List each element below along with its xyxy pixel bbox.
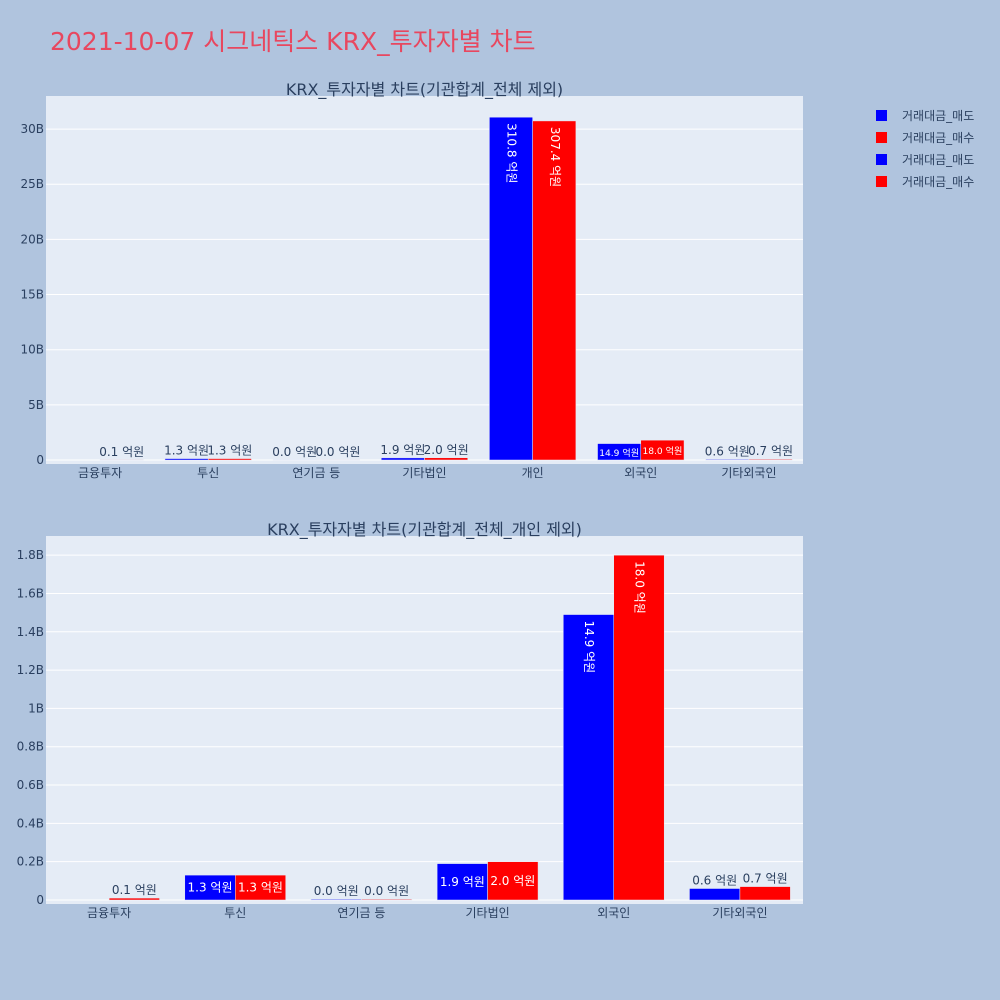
data-label: 0.0 억원 <box>364 884 409 898</box>
data-label: 0.1 억원 <box>99 445 144 459</box>
x-tick-label: 금융투자 <box>87 906 131 920</box>
legend-item-buy-2[interactable]: 거래대금_매수 <box>876 170 974 192</box>
legend-item-sell-2[interactable]: 거래대금_매도 <box>876 148 974 170</box>
data-label: 0.1 억원 <box>112 883 157 897</box>
y-tick-label: 0.6B <box>17 778 44 792</box>
bar-buy <box>235 874 286 901</box>
legend: 거래대금_매도 거래대금_매수 거래대금_매도 거래대금_매수 <box>876 104 974 192</box>
bar-buy <box>361 898 413 901</box>
data-label: 2.0 억원 <box>490 874 535 888</box>
data-label: 1.9 억원 <box>440 875 485 889</box>
legend-swatch-buy-2 <box>876 175 887 187</box>
plot-area <box>46 536 803 904</box>
bar-buy <box>108 897 160 901</box>
data-label: 0.7 억원 <box>743 872 788 886</box>
y-tick-label: 10B <box>20 343 44 357</box>
x-tick-label: 외국인 <box>624 466 657 480</box>
data-label: 307.4 억원 <box>548 127 562 187</box>
x-tick-label: 기타외국인 <box>721 466 776 480</box>
data-label: 0.6 억원 <box>692 874 737 888</box>
bar-sell <box>689 888 741 901</box>
bar-sell <box>489 116 533 461</box>
data-label: 18.0 억원 <box>632 561 646 614</box>
bar-sell <box>310 898 362 901</box>
legend-label-sell-1: 거래대금_매도 <box>902 108 975 123</box>
legend-swatch-sell-2 <box>876 153 887 165</box>
data-label: 0.0 억원 <box>315 445 360 459</box>
chart-2: 0 0.2B 0.4B 0.6B 0.8B 1B 1.2B 1.4B 1.6B 1.8B KRX_투… <box>17 520 803 920</box>
legend-swatch-buy-1 <box>876 131 887 143</box>
chart-title: KRX_투자자별 차트(기관합계_전체 제외) <box>286 80 563 100</box>
x-tick-label: 기타외국인 <box>712 906 767 920</box>
x-tick-label: 금융투자 <box>78 466 122 480</box>
legend-item-buy-1[interactable]: 거래대금_매수 <box>876 126 974 148</box>
bar-buy <box>207 458 252 461</box>
x-tick-label: 투신 <box>197 466 219 480</box>
y-tick-label: 1.4B <box>17 625 44 639</box>
data-label: 1.3 억원 <box>238 881 283 895</box>
y-tick-label: 0.2B <box>17 855 44 869</box>
data-label: 0.0 억원 <box>314 884 359 898</box>
bar-buy <box>487 861 539 901</box>
y-tick-label: 1.8B <box>17 548 44 562</box>
x-tick-label: 투신 <box>224 906 246 920</box>
legend-item-sell-1[interactable]: 거래대금_매도 <box>876 104 974 126</box>
y-tick-label: 5B <box>28 398 44 412</box>
data-label: 0.6 억원 <box>705 444 750 458</box>
legend-label-sell-2: 거래대금_매도 <box>902 152 975 167</box>
data-label: 1.3 억원 <box>188 881 233 895</box>
data-label: 1.3 억원 <box>164 444 209 458</box>
bar-buy <box>748 458 793 461</box>
y-tick-label: 20B <box>20 232 44 246</box>
bar-sell <box>563 614 614 901</box>
y-tick-label: 1.2B <box>17 663 44 677</box>
x-tick-label: 기타법인 <box>465 906 509 920</box>
data-label: 18.0 억원 <box>642 445 682 457</box>
data-label: 310.8 억원 <box>505 123 519 183</box>
bar-sell <box>164 458 209 461</box>
bar-sell <box>705 459 750 461</box>
x-tick-label: 외국인 <box>597 906 630 920</box>
data-label: 14.9 억원 <box>582 621 596 674</box>
page-title: 2021-10-07 시그네틱스 KRX_투자자별 차트 <box>50 27 536 56</box>
x-tick-label: 연기금 등 <box>337 906 385 920</box>
y-tick-label: 0 <box>36 893 44 907</box>
legend-label-buy-2: 거래대금_매수 <box>902 174 975 189</box>
chart-title: KRX_투자자별 차트(기관합계_전체_개인 제외) <box>267 520 582 540</box>
bar-buy <box>424 457 469 461</box>
data-label: 0.0 억원 <box>272 445 317 459</box>
legend-swatch-sell-1 <box>876 109 887 121</box>
data-label: 2.0 억원 <box>424 443 469 457</box>
bar-buy <box>739 886 791 901</box>
y-tick-label: 25B <box>20 177 44 191</box>
y-tick-label: 1B <box>28 701 44 715</box>
data-label: 1.3 억원 <box>207 444 252 458</box>
y-tick-label: 0 <box>36 453 44 467</box>
data-label: 1.9 억원 <box>380 443 425 457</box>
bar-buy <box>640 439 685 461</box>
x-tick-label: 기타법인 <box>402 466 446 480</box>
y-tick-label: 15B <box>20 288 44 302</box>
chart-1: 0 5B 10B 15B 20B 25B 30B KRX_투자자별 차트(기관합계_전체 제외… <box>20 80 803 480</box>
bar-sell <box>184 874 236 901</box>
data-label: 0.7 억원 <box>748 444 793 458</box>
data-label: 14.9 억원 <box>599 447 639 459</box>
y-tick-label: 0.8B <box>17 740 44 754</box>
bar-sell <box>380 457 425 461</box>
bar-buy <box>532 120 577 461</box>
legend-label-buy-1: 거래대금_매수 <box>902 130 975 145</box>
bar-buy <box>613 554 665 901</box>
y-tick-label: 1.6B <box>17 586 44 600</box>
x-tick-label: 개인 <box>522 466 544 480</box>
x-tick-label: 연기금 등 <box>292 466 340 480</box>
y-tick-label: 30B <box>20 122 44 136</box>
y-tick-label: 0.4B <box>17 816 44 830</box>
plot-area <box>46 96 803 464</box>
